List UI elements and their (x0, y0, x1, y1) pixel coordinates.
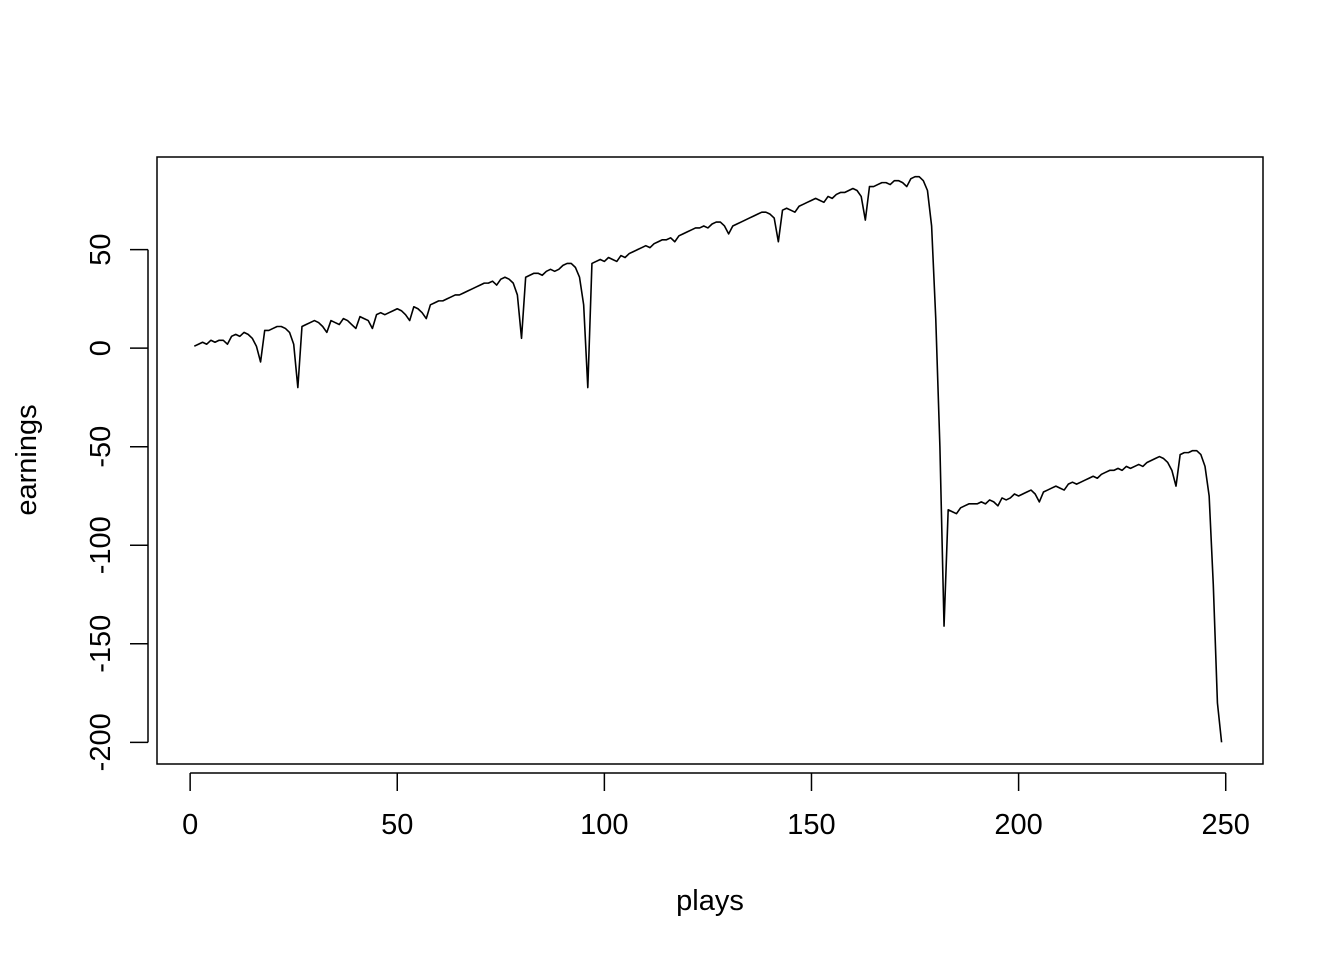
y-tick-label: 50 (85, 233, 117, 265)
x-tick-label: 150 (787, 809, 835, 841)
y-axis: -200 -150 -100 -50 0 50 (85, 233, 149, 771)
x-tick-label: 0 (182, 809, 198, 841)
y-tick-label: -100 (85, 516, 117, 574)
plot-frame (156, 156, 1264, 765)
x-tick-label: 250 (1202, 809, 1250, 841)
x-tick-label: 100 (580, 809, 628, 841)
y-tick-label: 0 (85, 340, 117, 356)
y-tick-label: -50 (85, 426, 117, 468)
earnings-line (193, 175, 1223, 743)
x-tick-label: 200 (994, 809, 1042, 841)
y-tick-label: -150 (85, 615, 117, 673)
x-tick-label: 50 (381, 809, 413, 841)
x-axis: 0 50 100 150 200 250 (182, 772, 1250, 841)
x-axis-label: plays (676, 885, 744, 917)
y-axis-label: earnings (11, 404, 43, 515)
y-tick-label: -200 (85, 713, 117, 771)
